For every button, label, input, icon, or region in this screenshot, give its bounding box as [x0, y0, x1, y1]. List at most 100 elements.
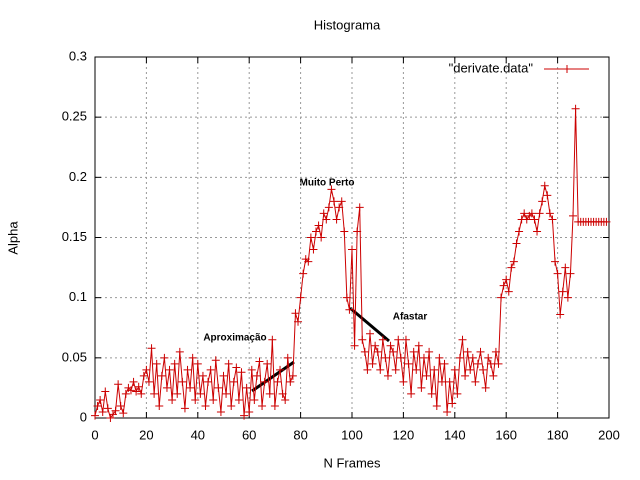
point [509, 257, 518, 266]
point [245, 407, 254, 416]
point [417, 383, 426, 392]
point [553, 269, 562, 278]
point [468, 353, 477, 362]
point [335, 203, 344, 212]
point [173, 389, 182, 398]
point [419, 353, 428, 362]
point [119, 409, 128, 418]
point [201, 401, 210, 410]
point [350, 341, 359, 350]
point [409, 347, 418, 356]
point [504, 287, 513, 296]
point [360, 347, 369, 356]
point [188, 353, 197, 362]
point [186, 383, 195, 392]
point [240, 411, 249, 420]
point [170, 359, 179, 368]
point [312, 227, 321, 236]
point [494, 359, 503, 368]
point [134, 382, 143, 391]
point [314, 221, 323, 230]
point [111, 406, 120, 415]
point [258, 401, 267, 410]
point [96, 395, 105, 404]
point [255, 357, 264, 366]
point [445, 377, 454, 386]
point [299, 269, 308, 278]
point [458, 335, 467, 344]
point [345, 305, 354, 314]
point [91, 411, 99, 420]
point [466, 365, 475, 374]
point [561, 263, 570, 272]
y-tick-label: 0.25 [62, 109, 87, 124]
point [530, 215, 539, 224]
y-tick-label: 0.2 [69, 169, 87, 184]
point [507, 263, 516, 272]
point [427, 389, 436, 398]
point [340, 227, 349, 236]
point [342, 293, 351, 302]
point [453, 389, 462, 398]
point [432, 401, 441, 410]
point [348, 245, 356, 254]
point [455, 353, 464, 362]
point [214, 383, 223, 392]
point [571, 104, 580, 113]
point [515, 227, 524, 236]
point [296, 293, 305, 302]
point [497, 293, 506, 302]
point [250, 395, 259, 404]
point [324, 203, 333, 212]
point [484, 353, 493, 362]
point [481, 383, 490, 392]
point [273, 377, 282, 386]
point [551, 257, 560, 266]
point [150, 389, 159, 398]
point [234, 395, 243, 404]
point [137, 389, 146, 398]
point [556, 310, 565, 319]
point [232, 363, 241, 372]
point [491, 347, 500, 356]
point [165, 365, 174, 374]
point [399, 377, 408, 386]
point [396, 353, 405, 362]
point [332, 215, 341, 224]
point [489, 371, 498, 380]
legend-label: "derivate.data" [449, 60, 534, 75]
point [116, 401, 125, 410]
point [440, 359, 449, 368]
point [155, 401, 164, 410]
point [353, 227, 362, 236]
y-axis-label: Alpha [5, 221, 20, 255]
point [569, 211, 578, 220]
point [527, 209, 536, 218]
point [502, 275, 511, 284]
point [252, 371, 261, 380]
point [204, 377, 213, 386]
point [512, 239, 521, 248]
point [437, 377, 446, 386]
point [548, 215, 557, 224]
point [270, 401, 279, 410]
chart-title: Histograma [314, 17, 381, 32]
point [391, 365, 400, 374]
point [425, 347, 434, 356]
x-tick-label: 40 [191, 427, 205, 442]
point [386, 341, 395, 350]
point [144, 377, 153, 386]
point [486, 359, 495, 368]
point [129, 377, 138, 386]
point [373, 347, 382, 356]
x-tick-label: 120 [393, 427, 415, 442]
point [389, 347, 398, 356]
point [533, 227, 542, 236]
point [602, 217, 611, 226]
point [473, 359, 482, 368]
point [319, 209, 328, 218]
point [306, 233, 315, 242]
point [193, 359, 202, 368]
point [383, 371, 392, 380]
